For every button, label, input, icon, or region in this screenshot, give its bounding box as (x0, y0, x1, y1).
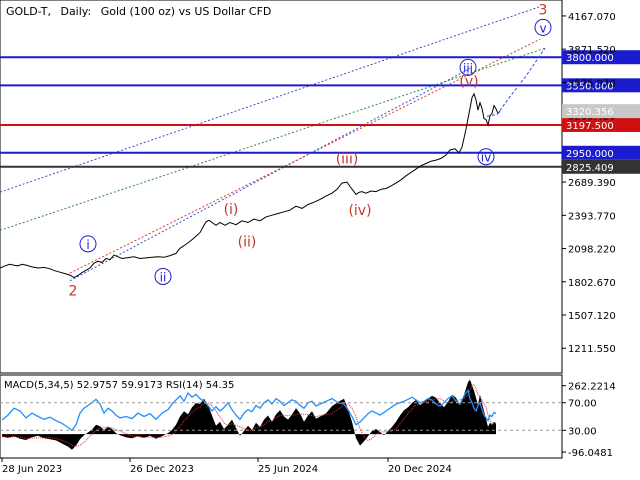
time-tick-label-0: 28 Jun 2023 (2, 464, 62, 475)
price-line (0, 92, 501, 279)
price-tick-label-4: 2689.390 (568, 178, 616, 189)
price-tick-label-8: 1507.120 (568, 311, 616, 322)
time-axis: 28 Jun 2023 26 Dec 2023 25 Jun 2024 20 Dec … (1, 458, 452, 475)
wave-label-3: ii (160, 270, 167, 284)
wave-label-10: (iv) (348, 203, 371, 219)
wave-label-1: 3 (539, 2, 548, 18)
instrument-description: Gold (100 oz) vs US Dollar CFD (101, 5, 272, 18)
channel-line-3 (69, 38, 541, 274)
indicator-tick-label-2: 30.00 (568, 426, 597, 437)
level-price-tag-3 (562, 145, 640, 160)
price-axis[interactable]: 3800.000 3550.000 3197.500 2950.000 2825.409… (562, 12, 640, 355)
wave-label-5: iv (481, 151, 491, 165)
time-tick-label-2: 25 Jun 2024 (258, 464, 318, 475)
channel-line-0 (0, 6, 541, 193)
chart-header: GOLD-T, Daily: Gold (100 oz) vs US Dolla… (6, 5, 271, 18)
current-price-label: 3320.356 (566, 107, 614, 118)
level-price-tag-0 (562, 50, 640, 65)
wave-label-circle-6 (534, 18, 552, 36)
rsi-line (1, 388, 497, 432)
wave-label-2: i (86, 238, 89, 252)
forecast-path (486, 47, 546, 117)
wave-label-circle-4 (459, 58, 477, 76)
level-price-label-0: 3800.000 (566, 53, 614, 64)
wave-label-8: (ii) (238, 235, 257, 251)
price-tick-label-2: 3575.970 (568, 78, 616, 89)
level-price-tag-2 (562, 117, 640, 132)
time-tick-label-1: 26 Dec 2023 (130, 464, 194, 475)
price-tick-label-9: 1211.550 (568, 344, 616, 355)
level-price-tag-4 (562, 159, 640, 174)
price-tick-label-6: 2098.220 (568, 245, 616, 256)
price-tick-label-5: 2393.770 (568, 211, 616, 222)
channel-lines (0, 6, 546, 282)
level-price-label-2: 3197.500 (566, 121, 614, 132)
channel-line-2 (69, 68, 471, 282)
macd-signal-line (1, 383, 497, 447)
macd-histogram (2, 379, 496, 450)
horizontal-levels[interactable] (0, 56, 562, 168)
price-tick-label-0: 4167.070 (568, 12, 616, 23)
wave-label-7: (i) (224, 202, 239, 218)
indicator-tick-label-1: 70.00 (568, 399, 597, 410)
price-panel[interactable] (0, 0, 563, 374)
price-series (0, 47, 546, 279)
level-price-label-1: 3550.000 (566, 81, 614, 92)
wave-label-circle-5 (477, 148, 495, 166)
indicator-axis: 262.2214 70.00 30.00 -96.0481 (562, 382, 616, 459)
wave-label-circle-2 (79, 235, 97, 253)
wave-label-9: (iii) (336, 151, 359, 167)
indicator-title: MACD(5,34,5) 52.9757 59.9173 RSI(14) 54.… (4, 380, 234, 391)
wave-label-6: v (539, 21, 546, 35)
wave-label-4: iii (463, 61, 473, 75)
indicator-tick-label-0: 262.2214 (568, 382, 616, 393)
price-tick-label-7: 1802.670 (568, 278, 616, 289)
level-price-label-3: 2950.000 (566, 149, 614, 160)
indicator-series (0, 379, 562, 450)
timeframe-label: Daily: (60, 5, 91, 18)
indicator-tick-label-3: -96.0481 (568, 448, 613, 459)
current-price-tag (562, 104, 640, 119)
wave-label-0: 2 (69, 283, 78, 299)
time-tick-label-3: 20 Dec 2024 (388, 464, 452, 475)
price-tick-label-1: 3871.520 (568, 45, 616, 56)
level-price-tag-1 (562, 78, 640, 93)
symbol-label: GOLD-T, (6, 5, 51, 18)
wave-label-circle-3 (154, 267, 172, 285)
wave-label-11: (v) (459, 74, 478, 90)
level-price-label-4: 2825.409 (566, 163, 614, 174)
